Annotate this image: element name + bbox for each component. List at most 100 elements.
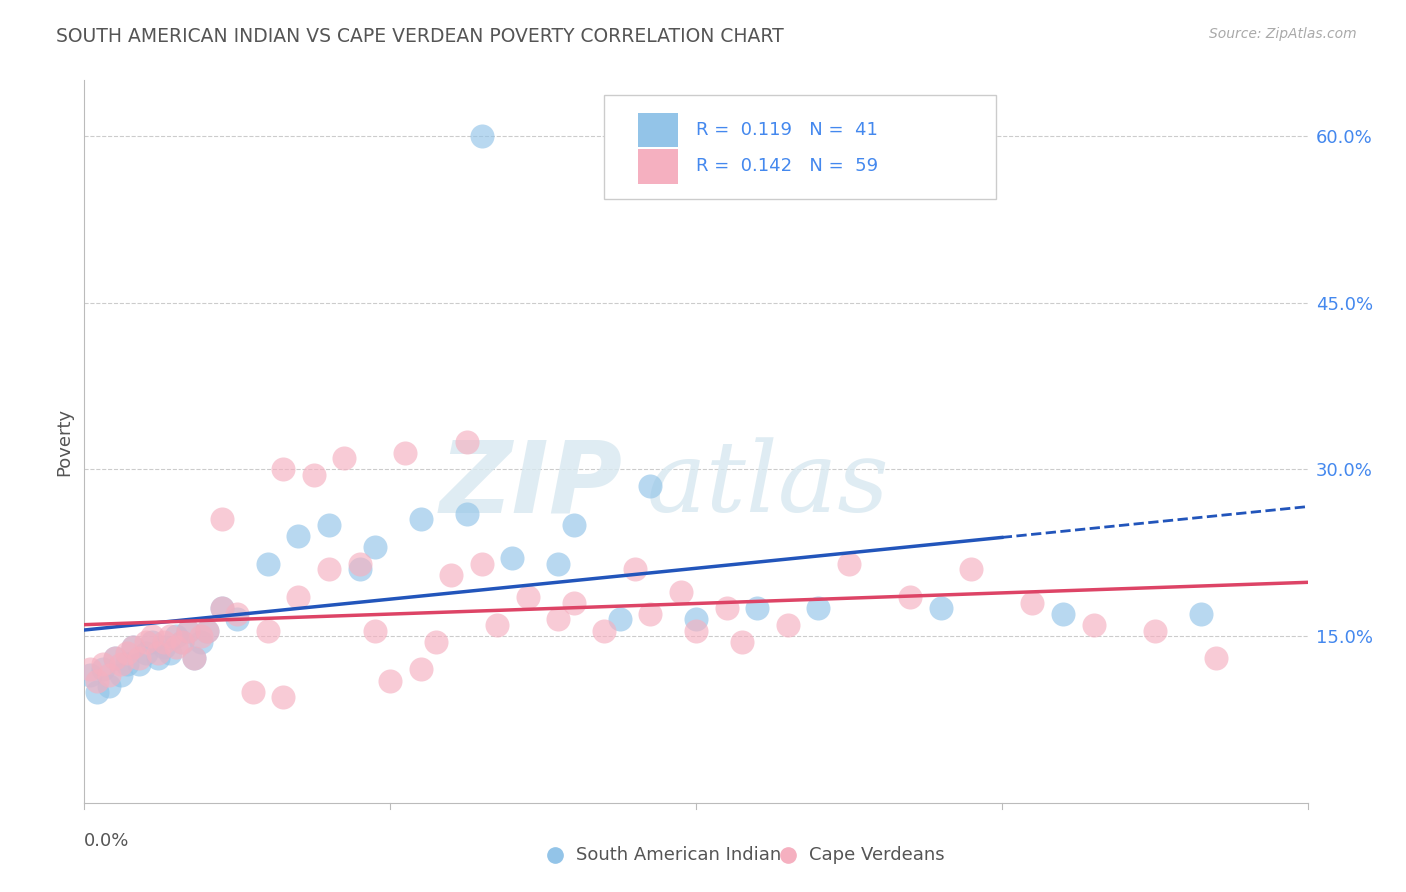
Point xyxy=(1052,607,1074,621)
Point xyxy=(287,529,309,543)
Point xyxy=(1205,651,1227,665)
Point xyxy=(1083,618,1105,632)
Point xyxy=(226,612,249,626)
Point xyxy=(135,634,157,648)
Point xyxy=(104,651,127,665)
Point xyxy=(257,557,280,571)
Point xyxy=(141,634,163,648)
Point xyxy=(122,640,145,655)
Point xyxy=(502,551,524,566)
Point xyxy=(1143,624,1166,638)
Text: R =  0.142   N =  59: R = 0.142 N = 59 xyxy=(696,157,879,175)
Point xyxy=(128,657,150,671)
Point xyxy=(257,624,280,638)
Point xyxy=(146,651,169,665)
Point xyxy=(364,540,387,554)
Point xyxy=(172,634,194,648)
Point xyxy=(91,657,114,671)
Point xyxy=(593,624,616,638)
Point xyxy=(79,662,101,676)
Text: 0.0%: 0.0% xyxy=(84,831,129,850)
Point xyxy=(79,668,101,682)
Point xyxy=(364,624,387,638)
Point xyxy=(562,517,585,532)
Point xyxy=(226,607,249,621)
Point xyxy=(807,601,830,615)
Point xyxy=(177,624,200,638)
Point xyxy=(110,657,132,671)
Point xyxy=(86,684,108,698)
Text: Source: ZipAtlas.com: Source: ZipAtlas.com xyxy=(1209,27,1357,41)
Point xyxy=(380,673,402,688)
Point xyxy=(135,646,157,660)
Point xyxy=(776,618,799,632)
Point xyxy=(929,601,952,615)
Point xyxy=(516,590,538,604)
Point xyxy=(153,634,176,648)
Point xyxy=(349,557,371,571)
Point xyxy=(153,640,176,655)
Point xyxy=(394,445,416,459)
Point xyxy=(271,462,294,476)
Point xyxy=(86,673,108,688)
Point xyxy=(747,601,769,615)
Point xyxy=(190,634,212,648)
Point xyxy=(97,679,120,693)
Text: Cape Verdeans: Cape Verdeans xyxy=(808,846,945,863)
Point xyxy=(838,557,860,571)
Point xyxy=(960,562,983,576)
FancyBboxPatch shape xyxy=(605,95,995,200)
Text: atlas: atlas xyxy=(647,437,890,533)
Text: R =  0.119   N =  41: R = 0.119 N = 41 xyxy=(696,121,877,139)
Point xyxy=(183,651,205,665)
Point xyxy=(159,646,181,660)
Point xyxy=(409,662,432,676)
Point xyxy=(624,562,647,576)
Point xyxy=(456,434,478,449)
Point xyxy=(177,624,200,638)
Point xyxy=(685,612,707,626)
Point xyxy=(302,467,325,482)
Text: ZIP: ZIP xyxy=(440,436,623,533)
Bar xyxy=(638,149,678,184)
Point xyxy=(190,629,212,643)
Point xyxy=(685,624,707,638)
Point xyxy=(547,612,569,626)
Point xyxy=(183,651,205,665)
Point xyxy=(211,601,233,615)
Point xyxy=(271,690,294,705)
Point xyxy=(211,601,233,615)
Point xyxy=(110,668,132,682)
Point xyxy=(333,451,356,466)
Point xyxy=(141,629,163,643)
Point xyxy=(471,128,494,143)
Point xyxy=(349,562,371,576)
Point xyxy=(165,629,187,643)
Point xyxy=(409,512,432,526)
Text: South American Indians: South American Indians xyxy=(576,846,790,863)
Point xyxy=(486,618,509,632)
Bar xyxy=(638,112,678,147)
Point xyxy=(211,512,233,526)
Point xyxy=(1021,596,1043,610)
Point xyxy=(1189,607,1212,621)
Point xyxy=(731,634,754,648)
Text: SOUTH AMERICAN INDIAN VS CAPE VERDEAN POVERTY CORRELATION CHART: SOUTH AMERICAN INDIAN VS CAPE VERDEAN PO… xyxy=(56,27,785,45)
Point xyxy=(97,668,120,682)
Point xyxy=(716,601,738,615)
Point xyxy=(440,568,463,582)
Point xyxy=(115,646,138,660)
Point xyxy=(425,634,447,648)
Point xyxy=(104,651,127,665)
Point xyxy=(172,634,194,648)
Y-axis label: Poverty: Poverty xyxy=(55,408,73,475)
Point xyxy=(456,507,478,521)
Point xyxy=(91,662,114,676)
Point xyxy=(195,624,218,638)
Point xyxy=(318,562,340,576)
Point xyxy=(547,557,569,571)
Point xyxy=(195,624,218,638)
Point xyxy=(638,479,661,493)
Point xyxy=(115,657,138,671)
Point xyxy=(242,684,264,698)
